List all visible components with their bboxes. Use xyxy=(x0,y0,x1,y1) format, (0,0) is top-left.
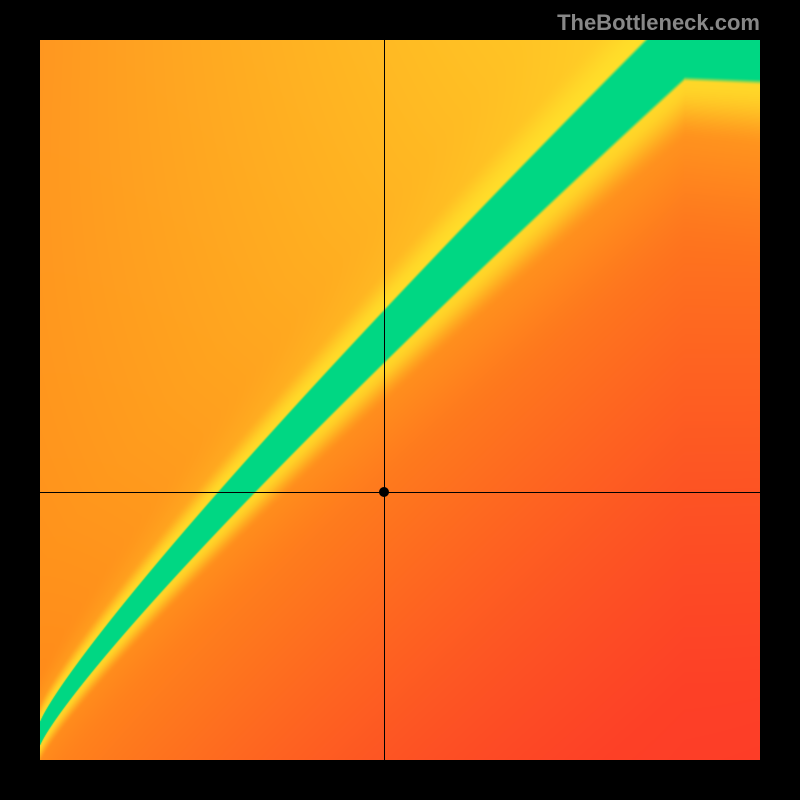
crosshair-vertical xyxy=(384,40,385,760)
crosshair-marker xyxy=(379,487,389,497)
plot-area xyxy=(40,40,760,760)
bottleneck-heatmap xyxy=(40,40,760,760)
watermark-text: TheBottleneck.com xyxy=(557,10,760,36)
crosshair-horizontal xyxy=(40,492,760,493)
